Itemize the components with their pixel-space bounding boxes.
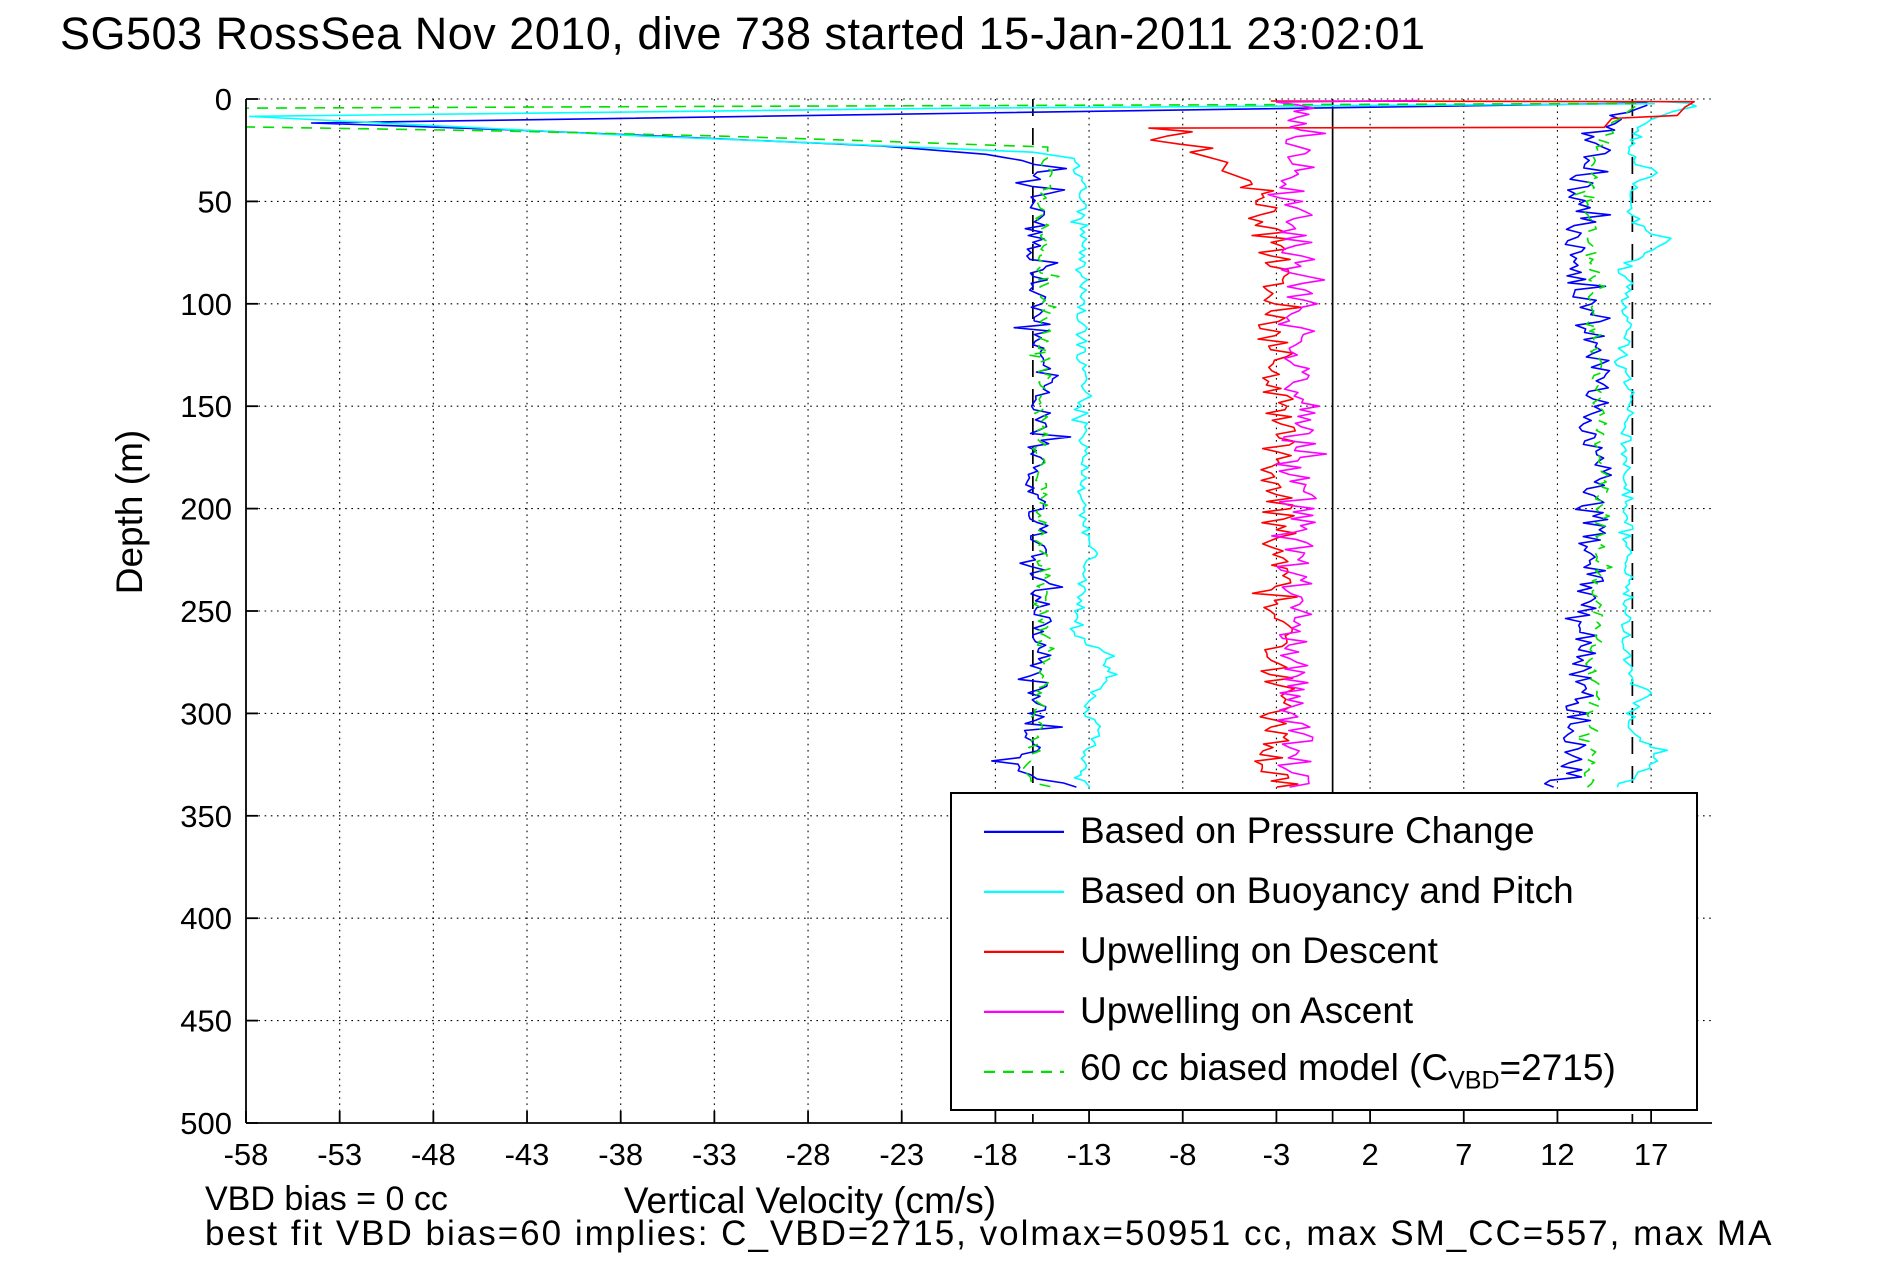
legend-item-upwelling-descent: Upwelling on Descent [952, 921, 1696, 981]
x-tick-label: -3 [1263, 1137, 1291, 1172]
y-tick-label: 250 [180, 594, 232, 629]
x-tick-label: -38 [598, 1137, 643, 1172]
y-tick-label: 0 [215, 82, 232, 117]
curve-pressure-descent [310, 102, 1648, 788]
legend-label-biased-model: 60 cc biased model (CVBD=2715) [1080, 1046, 1616, 1095]
x-tick-label: -13 [1067, 1137, 1112, 1172]
legend-item-upwelling-ascent: Upwelling on Ascent [952, 981, 1696, 1041]
x-tick-label: 17 [1634, 1137, 1668, 1172]
y-tick-label: 350 [180, 799, 232, 834]
curve-buoyancy-descent [248, 102, 1655, 788]
legend-line-sample-biased-model [984, 1070, 1064, 1073]
legend-line-sample-upwelling-descent [984, 950, 1064, 953]
series-group [246, 99, 1697, 788]
chart-title: SG503 RossSea Nov 2010, dive 738 started… [60, 8, 1426, 59]
legend-line-sample-pressure [984, 830, 1064, 833]
legend-label-upwelling-descent: Upwelling on Descent [1080, 930, 1438, 971]
x-tick-label: -53 [317, 1137, 362, 1172]
legend-item-buoyancy: Based on Buoyancy and Pitch [952, 861, 1696, 921]
legend-item-biased-model: 60 cc biased model (CVBD=2715) [952, 1041, 1696, 1101]
curve-pressure-ascent [1544, 104, 1648, 788]
legend-line-sample-upwelling-ascent [984, 1010, 1064, 1013]
curve-upwelling-ascent [1267, 99, 1419, 788]
x-axis-label: Vertical Velocity (cm/s) [623, 1180, 997, 1221]
x-tick-label: -8 [1169, 1137, 1197, 1172]
tick-labels: -58 -53 -48 -43 -38 -33 -28 -23 -18 -13 -8 -3 2 7 12 17… [180, 82, 1668, 1172]
y-tick-label: 300 [180, 696, 232, 731]
x-tick-label: -48 [411, 1137, 456, 1172]
curve-upwelling-descent [1148, 100, 1695, 788]
x-tick-label: -23 [879, 1137, 924, 1172]
legend-item-pressure: Based on Pressure Change [952, 801, 1696, 861]
x-tick-label: -18 [973, 1137, 1018, 1172]
curve-model-ascent [1574, 103, 1641, 788]
y-tick-label: 450 [180, 1004, 232, 1039]
legend-label-upwelling-ascent: Upwelling on Ascent [1080, 990, 1414, 1031]
y-axis-label: Depth (m) [109, 429, 150, 595]
legend: Based on Pressure Change Based on Buoyanc… [950, 792, 1698, 1111]
curve-buoyancy-ascent [1613, 100, 1697, 788]
x-tick-label: -43 [505, 1137, 550, 1172]
y-tick-label: 200 [180, 492, 232, 527]
x-tick-label: 7 [1455, 1137, 1472, 1172]
y-tick-label: 500 [180, 1106, 232, 1141]
x-tick-label: -58 [224, 1137, 269, 1172]
annotation-vbd-bias: VBD bias = 0 cc [205, 1180, 448, 1218]
y-tick-label: 400 [180, 901, 232, 936]
legend-label-buoyancy: Based on Buoyancy and Pitch [1080, 870, 1574, 911]
y-tick-label: 50 [198, 184, 232, 219]
legend-label-pressure: Based on Pressure Change [1080, 810, 1535, 851]
x-tick-label: -33 [692, 1137, 737, 1172]
x-tick-label: -28 [786, 1137, 831, 1172]
axes [245, 98, 1712, 1124]
y-tick-label: 150 [180, 389, 232, 424]
legend-line-sample-buoyancy [984, 890, 1064, 893]
x-tick-label: 12 [1540, 1137, 1574, 1172]
x-tick-label: 2 [1361, 1137, 1378, 1172]
curve-model-descent [246, 102, 1637, 788]
y-tick-label: 100 [180, 287, 232, 322]
annotation-best-fit: best fit VBD bias=60 implies: C_VBD=2715… [205, 1214, 1774, 1253]
